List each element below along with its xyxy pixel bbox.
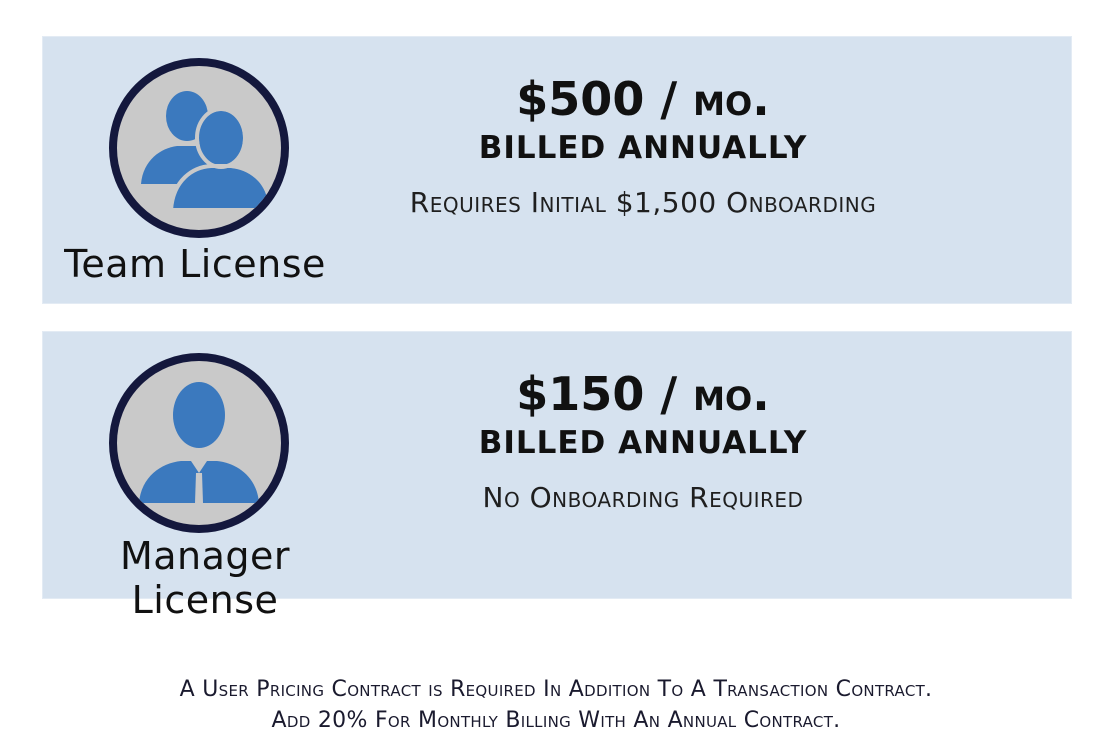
- manager-price-separator: /: [644, 367, 694, 421]
- team-billing-terms: BILLED ANNUALLY: [478, 130, 808, 166]
- team-price-separator: /: [644, 72, 694, 126]
- team-onboarding-note: Requires Initial $1,500 Onboarding: [409, 186, 877, 219]
- team-license-card: Team License $500 / mo. BILLED ANNUALLY …: [42, 36, 1072, 304]
- pricing-footnote: A User Pricing Contract is Required In A…: [0, 674, 1112, 736]
- footnote-line-contract: A User Pricing Contract is Required In A…: [179, 677, 933, 702]
- team-price: $500 / mo.: [343, 73, 943, 125]
- manager-price: $150 / mo.: [343, 368, 943, 420]
- manager-license-label: Manager License: [119, 534, 291, 622]
- footnote-line-monthly: Add 20% For Monthly Billing With An Annu…: [271, 708, 841, 733]
- manager-pricing: $150 / mo. BILLED ANNUALLY No Onboarding…: [343, 368, 943, 518]
- team-users-graphic: [141, 91, 273, 211]
- manager-price-amount: $150: [516, 367, 645, 421]
- manager-license-card: Manager License $150 / mo. BILLED ANNUAL…: [42, 331, 1072, 622]
- team-users-icon: [109, 58, 289, 238]
- team-pricing: $500 / mo. BILLED ANNUALLY Requires Init…: [343, 73, 943, 223]
- team-price-amount: $500: [516, 72, 645, 126]
- team-price-period: mo.: [693, 72, 770, 126]
- manager-billing-terms: BILLED ANNUALLY: [478, 425, 808, 461]
- manager-price-period: mo.: [693, 367, 770, 421]
- manager-user-icon: [109, 353, 289, 533]
- team-license-label: Team License: [64, 242, 326, 286]
- manager-onboarding-note: No Onboarding Required: [482, 481, 804, 514]
- manager-user-graphic: [139, 382, 259, 503]
